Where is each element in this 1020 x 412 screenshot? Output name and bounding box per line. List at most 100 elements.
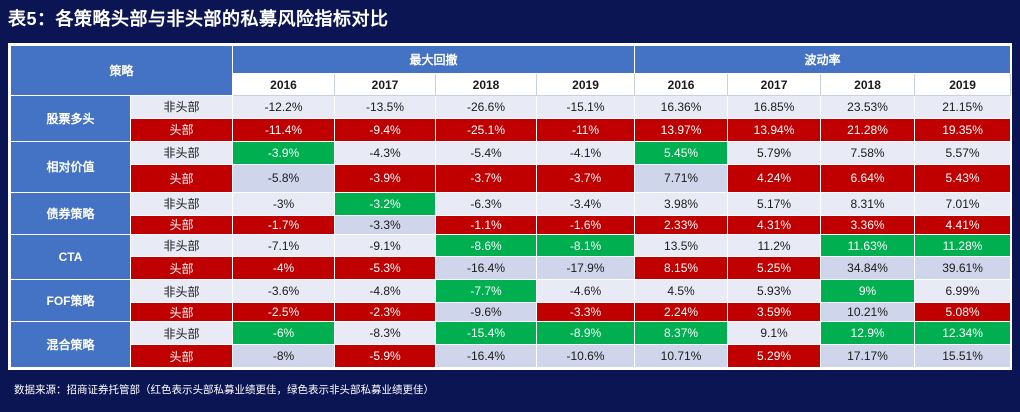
table-card: 策略 最大回撤 波动率 2016 2017 2018 2019 2016 201…	[8, 43, 1012, 370]
drawdown-cell: -13.5%	[334, 95, 437, 119]
volatility-cell: 13.94%	[727, 117, 822, 142]
volatility-cell: 8.37%	[634, 321, 729, 345]
year-header: 2018	[820, 73, 916, 96]
volatility-group-header: 波动率	[634, 45, 1012, 74]
table-row: 头部 -4% -5.3% -16.4% -17.9% 8.15% 5.25% 34.84% 39…	[11, 256, 1012, 281]
year-header: 2019	[536, 73, 636, 96]
volatility-cell: 11.2%	[727, 233, 822, 258]
volatility-cell: 5.45%	[634, 140, 729, 165]
volatility-cell: 21.28%	[820, 117, 916, 142]
drawdown-cell: -3%	[232, 191, 336, 216]
volatility-cell: 5.25%	[727, 256, 822, 281]
volatility-cell: 19.35%	[914, 117, 1012, 142]
volatility-cell: 9.1%	[727, 321, 822, 345]
volatility-cell: 12.9%	[820, 321, 916, 345]
drawdown-cell: -5.9%	[334, 344, 437, 368]
drawdown-cell: -4%	[232, 256, 336, 281]
volatility-cell: 3.98%	[634, 191, 729, 216]
volatility-cell: 16.36%	[634, 95, 729, 119]
volatility-cell: 11.28%	[914, 233, 1012, 258]
table-row: 头部 -8% -5.9% -16.4% -10.6% 10.71% 5.29% 17.17% 1…	[11, 344, 1012, 368]
drawdown-cell: -1.7%	[232, 214, 336, 235]
volatility-cell: 34.84%	[820, 256, 916, 281]
volatility-cell: 12.34%	[914, 321, 1012, 345]
drawdown-cell: -26.6%	[435, 95, 538, 119]
drawdown-cell: -2.5%	[232, 302, 336, 323]
drawdown-cell: -16.4%	[435, 344, 538, 368]
head-label-cell: 头部	[129, 163, 234, 193]
table-row: 相对价值 非头部 -3.9% -4.3% -5.4% -4.1% 5.45% 5.79% 7.5…	[10, 140, 1012, 193]
drawdown-cell: -3.6%	[232, 279, 336, 304]
volatility-cell: 13.5%	[634, 233, 729, 258]
drawdown-cell: -4.1%	[536, 140, 636, 165]
table-row: FOF策略 非头部 -3.6% -4.8% -7.7% -4.6% 4.5% 5.93% 9% 6…	[10, 279, 1012, 323]
volatility-cell: 13.97%	[634, 117, 729, 142]
volatility-cell: 10.21%	[820, 302, 916, 323]
volatility-cell: 16.85%	[727, 95, 822, 119]
volatility-cell: 3.36%	[820, 214, 916, 235]
volatility-cell: 2.24%	[634, 302, 729, 323]
volatility-cell: 10.71%	[634, 344, 729, 368]
drawdown-cell: -3.7%	[435, 163, 538, 193]
volatility-cell: 39.61%	[914, 256, 1012, 281]
drawdown-cell: -10.6%	[536, 344, 636, 368]
drawdown-cell: -5.3%	[334, 256, 437, 281]
year-header: 2019	[914, 73, 1012, 96]
volatility-cell: 4.31%	[727, 214, 822, 235]
drawdown-cell: -1.1%	[435, 214, 538, 235]
table-row: 混合策略 非头部 -6% -8.3% -15.4% -8.9% 8.37% 9.1% 12.9%…	[10, 321, 1012, 368]
drawdown-cell: -11.4%	[232, 117, 336, 142]
drawdown-cell: -15.1%	[536, 95, 636, 119]
volatility-cell: 9%	[820, 279, 916, 304]
strategy-header: 策略	[9, 45, 234, 96]
volatility-cell: 7.01%	[914, 191, 1012, 216]
strategy-category-cell: CTA	[10, 233, 131, 281]
drawdown-cell: -17.9%	[536, 256, 636, 281]
head-label-cell: 头部	[129, 256, 234, 281]
drawdown-cell: -12.2%	[232, 95, 336, 119]
drawdown-cell: -6.3%	[435, 191, 538, 216]
non-head-label-cell: 非头部	[129, 191, 234, 216]
volatility-cell: 7.58%	[820, 140, 916, 165]
volatility-cell: 3.59%	[727, 302, 822, 323]
volatility-cell: 5.43%	[914, 163, 1012, 193]
volatility-cell: 8.31%	[820, 191, 916, 216]
non-head-label-cell: 非头部	[129, 95, 234, 119]
drawdown-cell: -7.7%	[435, 279, 538, 304]
drawdown-cell: -9.4%	[334, 117, 437, 142]
non-head-label-cell: 非头部	[129, 321, 234, 345]
drawdown-cell: -3.4%	[536, 191, 636, 216]
drawdown-cell: -3.2%	[334, 191, 437, 216]
drawdown-cell: -9.1%	[334, 233, 437, 258]
volatility-cell: 15.51%	[914, 344, 1012, 368]
table-row: 头部 -5.8% -3.9% -3.7% -3.7% 7.71% 4.24% 6.64% 5.4…	[11, 163, 1012, 193]
volatility-cell: 8.15%	[634, 256, 729, 281]
strategy-category-cell: FOF策略	[10, 279, 131, 323]
table-row: 头部 -1.7% -3.3% -1.1% -1.6% 2.33% 4.31% 3.36% 4.4…	[11, 214, 1012, 235]
volatility-cell: 5.79%	[727, 140, 822, 165]
volatility-cell: 5.17%	[727, 191, 822, 216]
head-label-cell: 头部	[129, 344, 234, 368]
drawdown-cell: -8.3%	[334, 321, 437, 345]
strategy-category-cell: 股票多头	[10, 95, 131, 142]
volatility-cell: 5.08%	[914, 302, 1012, 323]
non-head-label-cell: 非头部	[129, 140, 234, 165]
head-label-cell: 头部	[129, 302, 234, 323]
volatility-cell: 6.64%	[820, 163, 916, 193]
table-row: 债券策略 非头部 -3% -3.2% -6.3% -3.4% 3.98% 5.17% 8.31%…	[10, 191, 1012, 235]
table-row: CTA 非头部 -7.1% -9.1% -8.6% -8.1% 13.5% 11.2% 11.6…	[10, 233, 1012, 281]
page-title: 表5：各策略头部与非头部的私募风险指标对比	[8, 9, 389, 29]
drawdown-cell: -4.8%	[334, 279, 437, 304]
strategy-category-cell: 相对价值	[10, 140, 131, 193]
drawdown-cell: -3.7%	[536, 163, 636, 193]
table-row: 股票多头 非头部 -12.2% -13.5% -26.6% -15.1% 16.36% 16.…	[10, 95, 1012, 142]
volatility-cell: 7.71%	[634, 163, 729, 193]
head-label-cell: 头部	[129, 214, 234, 235]
drawdown-cell: -11%	[536, 117, 636, 142]
volatility-cell: 2.33%	[634, 214, 729, 235]
drawdown-cell: -4.3%	[334, 140, 437, 165]
year-header: 2017	[727, 73, 822, 96]
drawdown-cell: -3.3%	[334, 214, 437, 235]
volatility-cell: 4.41%	[914, 214, 1012, 235]
year-header: 2017	[334, 73, 437, 96]
